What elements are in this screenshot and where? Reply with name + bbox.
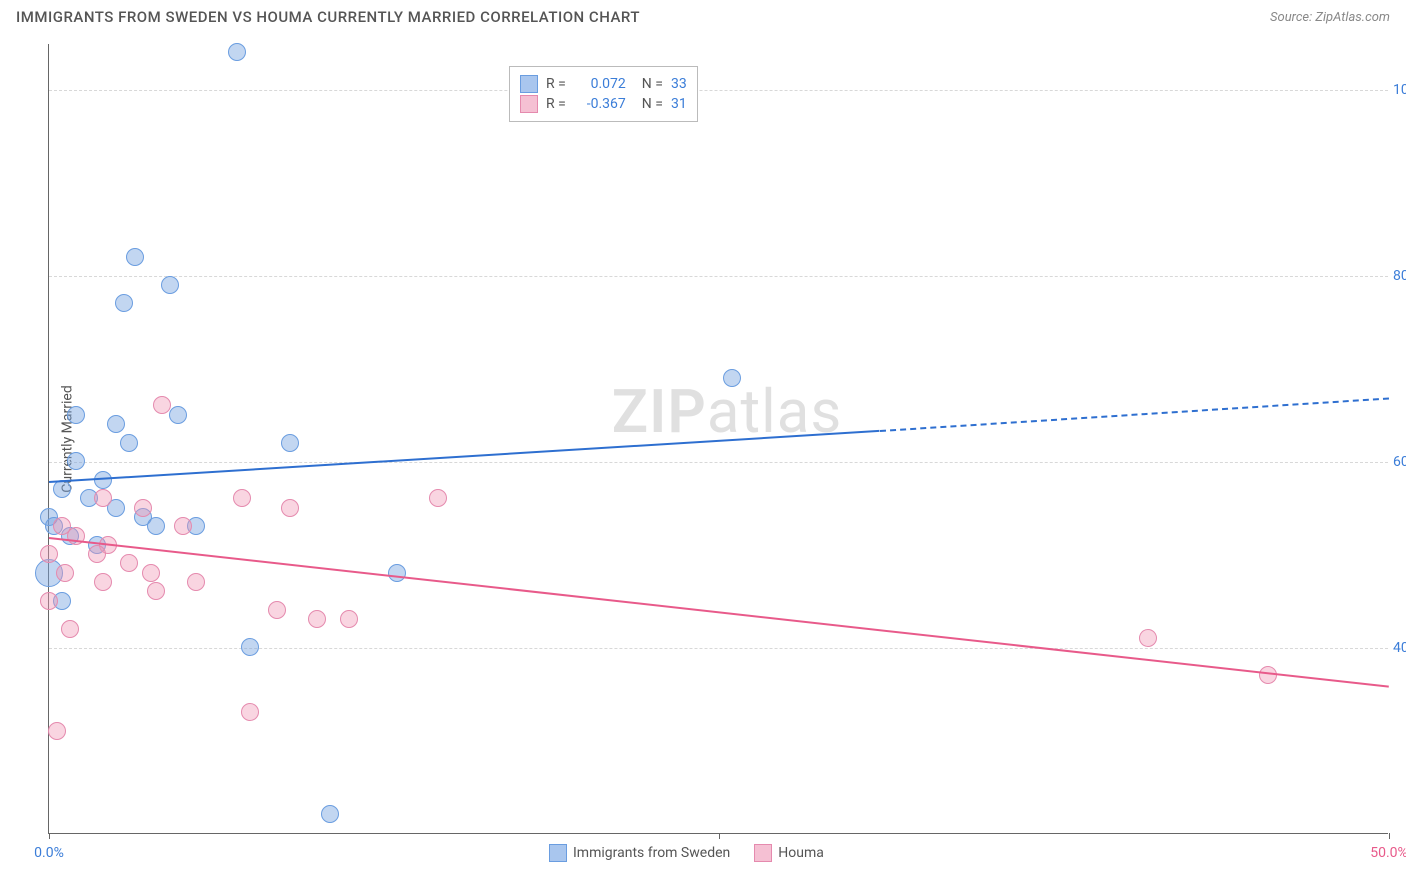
series-swatch xyxy=(520,75,538,93)
stat-r-value: 0.072 xyxy=(574,76,626,92)
data-point xyxy=(161,276,179,294)
data-point xyxy=(67,406,85,424)
data-point xyxy=(153,396,171,414)
data-point xyxy=(120,554,138,572)
data-point xyxy=(187,573,205,591)
data-point xyxy=(429,489,447,507)
series-swatch xyxy=(520,95,538,113)
data-point xyxy=(126,248,144,266)
x-tick xyxy=(1389,833,1390,839)
data-point xyxy=(388,564,406,582)
legend-item: Houma xyxy=(754,844,824,862)
stats-row: R = 0.072 N = 33 xyxy=(520,75,687,93)
data-point xyxy=(67,452,85,470)
data-point xyxy=(94,489,112,507)
legend-item: Immigrants from Sweden xyxy=(549,844,730,862)
y-tick-label: 80.0% xyxy=(1393,268,1406,284)
data-point xyxy=(115,294,133,312)
stats-row: R = -0.367 N = 31 xyxy=(520,95,687,113)
data-point xyxy=(94,573,112,591)
data-point xyxy=(53,480,71,498)
data-point xyxy=(723,369,741,387)
chart-header: IMMIGRANTS FROM SWEDEN VS HOUMA CURRENTL… xyxy=(0,0,1406,30)
data-point xyxy=(147,517,165,535)
stat-r-label: R = xyxy=(546,76,566,92)
data-point xyxy=(268,601,286,619)
stat-n-label: N = xyxy=(642,76,663,92)
stat-r-value: -0.367 xyxy=(574,96,626,112)
x-tick-label: 0.0% xyxy=(34,845,64,861)
data-point xyxy=(88,545,106,563)
data-point xyxy=(241,638,259,656)
y-tick-label: 100.0% xyxy=(1393,82,1406,98)
data-point xyxy=(169,406,187,424)
data-point xyxy=(134,499,152,517)
trend-line xyxy=(49,430,880,483)
data-point xyxy=(308,610,326,628)
stat-n-label: N = xyxy=(642,96,663,112)
chart-source: Source: ZipAtlas.com xyxy=(1270,10,1390,25)
plot-area: ZIPatlas 40.0%60.0%80.0%100.0%0.0%50.0%R… xyxy=(48,44,1388,834)
data-point xyxy=(147,582,165,600)
data-point xyxy=(40,592,58,610)
data-point xyxy=(61,620,79,638)
data-point xyxy=(48,722,66,740)
data-point xyxy=(174,517,192,535)
legend: Immigrants from Sweden Houma xyxy=(549,844,824,862)
data-point xyxy=(120,434,138,452)
data-point xyxy=(241,703,259,721)
data-point xyxy=(228,43,246,61)
chart-container: Currently Married ZIPatlas 40.0%60.0%80.… xyxy=(48,44,1388,834)
trend-line xyxy=(49,537,1389,688)
chart-title: IMMIGRANTS FROM SWEDEN VS HOUMA CURRENTL… xyxy=(16,8,640,26)
y-tick-label: 60.0% xyxy=(1393,454,1406,470)
gridline xyxy=(49,462,1388,463)
data-point xyxy=(340,610,358,628)
x-tick-label: 50.0% xyxy=(1370,845,1406,861)
data-point xyxy=(40,545,58,563)
legend-swatch xyxy=(549,844,567,862)
stat-n-value: 31 xyxy=(671,96,687,112)
legend-label: Immigrants from Sweden xyxy=(573,845,730,861)
data-point xyxy=(142,564,160,582)
gridline xyxy=(49,276,1388,277)
gridline xyxy=(49,90,1388,91)
stat-r-label: R = xyxy=(546,96,566,112)
data-point xyxy=(321,805,339,823)
data-point xyxy=(107,415,125,433)
data-point xyxy=(281,499,299,517)
legend-swatch xyxy=(754,844,772,862)
data-point xyxy=(1139,629,1157,647)
y-tick-label: 40.0% xyxy=(1393,640,1406,656)
data-point xyxy=(281,434,299,452)
trend-line-dashed xyxy=(880,397,1389,432)
stats-box: R = 0.072 N = 33 R = -0.367 N = 31 xyxy=(509,66,698,122)
legend-label: Houma xyxy=(778,845,824,861)
data-point xyxy=(233,489,251,507)
x-tick xyxy=(719,833,720,839)
data-point xyxy=(56,564,74,582)
x-tick xyxy=(49,833,50,839)
stat-n-value: 33 xyxy=(671,76,687,92)
